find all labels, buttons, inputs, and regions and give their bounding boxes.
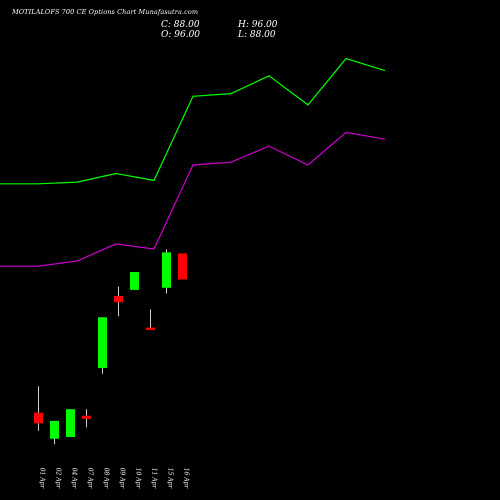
candle-body-down (82, 415, 91, 419)
x-tick-label: 09 Apr (119, 468, 126, 490)
chart-header: MOTILALOFS 700 CE Options Chart Munafasu… (0, 0, 500, 44)
low-value: L: 88.00 (238, 30, 276, 40)
candle-body-down (114, 296, 123, 303)
candle-body-up (50, 420, 59, 439)
x-tick-label: 01 Apr (39, 468, 46, 490)
lower-band-line (0, 131, 386, 267)
candle-body-up (130, 271, 139, 290)
open-value: O: 96.00 (161, 30, 201, 40)
x-tick-label: 11 Apr (151, 468, 158, 490)
x-tick-label: 04 Apr (71, 468, 78, 490)
candle (130, 271, 139, 290)
candle (146, 309, 155, 330)
candle (98, 317, 107, 374)
chart-title: MOTILALOFS 700 CE Options Chart Munafasu… (12, 8, 199, 16)
candle-body-down (178, 253, 187, 280)
x-tick-label: 07 Apr (87, 468, 94, 490)
x-tick-label: 08 Apr (103, 468, 110, 490)
x-tick-label: 15 Apr (167, 468, 174, 490)
candle-body-down (146, 327, 155, 330)
x-tick-label: 16 Apr (183, 468, 190, 490)
candle-body-up (162, 252, 171, 288)
candle (34, 386, 43, 431)
candle (178, 253, 187, 280)
candle-body-down (34, 412, 43, 424)
candle-body-up (66, 409, 75, 438)
candle-body-up (98, 317, 107, 369)
candle (50, 420, 59, 445)
candle (114, 286, 123, 317)
candle (162, 249, 171, 294)
x-tick-label: 02 Apr (55, 468, 62, 490)
upper-band-line (0, 57, 386, 185)
high-value: H: 96.00 (238, 20, 278, 30)
close-value: C: 88.00 (161, 20, 200, 30)
candle (66, 409, 75, 438)
candle (82, 409, 91, 428)
x-tick-label: 10 Apr (135, 468, 142, 490)
